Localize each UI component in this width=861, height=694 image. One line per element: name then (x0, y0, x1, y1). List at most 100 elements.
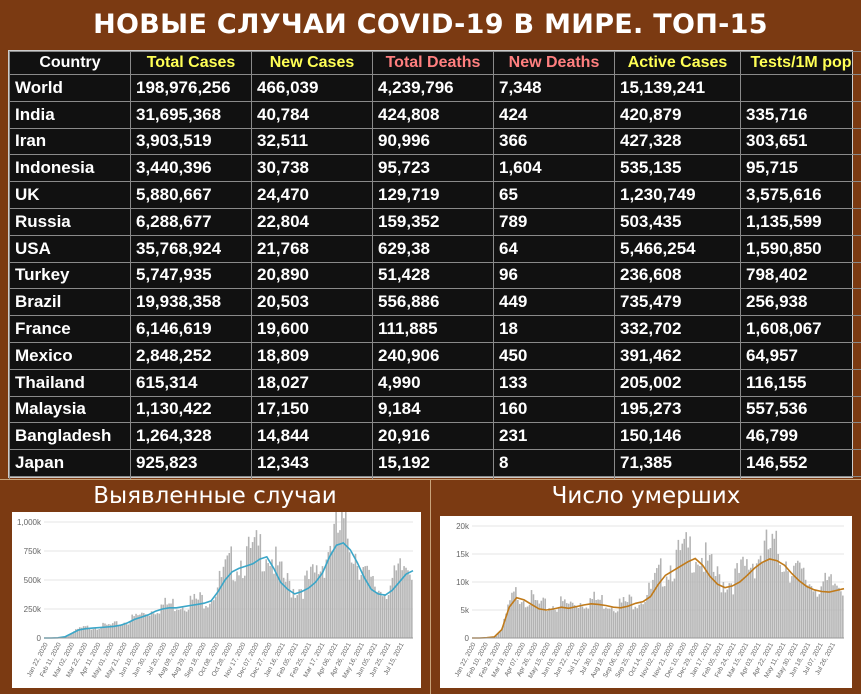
chart-bar (612, 611, 615, 638)
chart-bar (622, 597, 625, 638)
cell-new-deaths: 65 (493, 181, 615, 209)
chart-bar (78, 627, 81, 638)
chart-bar (236, 571, 238, 638)
chart-bar (773, 538, 776, 638)
chart-bar (791, 576, 793, 638)
chart-bar (501, 627, 503, 638)
stats-table-container: Country Total Cases New Cases Total Deat… (8, 50, 861, 504)
chart-bar (106, 624, 108, 638)
chart-bar (275, 546, 277, 638)
cell-tests-per-million: 1,590,850 (740, 234, 861, 263)
deaths-panel-label: Число умерших (431, 480, 861, 512)
chart-bar (144, 614, 147, 638)
chart-bar (714, 576, 717, 638)
cell-total-cases: 5,880,667 (130, 181, 252, 209)
y-tick-label: 750k (24, 547, 42, 556)
chart-bar (312, 564, 314, 638)
chart-bar (667, 579, 670, 638)
chart-bar (327, 552, 330, 638)
chart-bar (249, 547, 252, 638)
cell-active-cases: 150,146 (614, 422, 741, 451)
chart-bar (337, 532, 339, 638)
chart-bar (728, 583, 731, 638)
cell-country: Turkey (9, 261, 131, 290)
chart-bar (497, 633, 500, 638)
chart-bar (343, 518, 345, 638)
chart-bar (238, 575, 240, 638)
chart-bar (646, 595, 648, 638)
chart-bar (509, 600, 511, 638)
header-new-cases: New Cases (251, 51, 373, 75)
chart-bar (288, 580, 291, 638)
chart-bar (158, 613, 161, 638)
table-row: Iran 3,903,519 32,511 90,996 366 427,328 303,6… (9, 127, 861, 156)
cell-active-cases: 535,135 (614, 154, 741, 183)
chart-bar (748, 569, 750, 638)
chart-bar (372, 575, 374, 638)
chart-bar (579, 603, 582, 638)
chart-bar (652, 579, 654, 638)
chart-bar (530, 590, 533, 638)
chart-bar (280, 561, 283, 638)
chart-bar (767, 549, 770, 638)
chart-bar (550, 609, 552, 638)
chart-bar (362, 567, 365, 638)
cell-new-cases: 22,804 (251, 207, 373, 236)
chart-bar (185, 611, 188, 638)
cell-new-cases: 19,600 (251, 315, 373, 343)
chart-bar (160, 604, 163, 638)
cell-active-cases: 332,702 (614, 315, 741, 343)
chart-bar (571, 602, 574, 638)
cell-new-deaths: 424 (493, 100, 615, 129)
chart-bar (69, 634, 71, 638)
chart-bar (407, 570, 409, 638)
cell-country: Brazil (9, 288, 131, 317)
chart-bar (234, 581, 236, 638)
chart-bar (632, 609, 635, 638)
chart-bar (558, 606, 560, 638)
chart-bar (255, 530, 258, 638)
chart-bar (669, 565, 672, 638)
chart-bar (671, 581, 674, 638)
chart-bar (736, 563, 738, 638)
chart-bar (207, 607, 209, 638)
chart-bar (187, 609, 190, 638)
chart-bar (552, 606, 554, 638)
chart-bar (96, 629, 98, 638)
chart-bar (271, 559, 273, 638)
table-row: Turkey 5,747,935 20,890 51,428 96 236,608 798,… (9, 261, 861, 290)
chart-bar (90, 629, 93, 638)
chart-bar (834, 583, 836, 638)
cell-active-cases: 15,139,241 (614, 74, 741, 102)
header-country: Country (9, 51, 131, 75)
cell-total-cases: 3,903,519 (130, 127, 252, 156)
chart-bar (75, 629, 77, 638)
chart-bar (73, 631, 75, 638)
cell-new-deaths: 160 (493, 395, 615, 424)
cell-country: India (9, 100, 131, 129)
header-new-deaths: New Deaths (493, 51, 615, 75)
cell-tests-per-million: 1,135,599 (740, 207, 861, 236)
table-row: France 6,146,619 19,600 111,885 18 332,702 1,6… (9, 315, 861, 343)
chart-bar (201, 594, 203, 638)
y-tick-label: 250k (24, 605, 42, 614)
cell-total-deaths: 556,886 (372, 288, 494, 317)
table-row: Russia 6,288,677 22,804 159,352 789 503,435 1,… (9, 207, 861, 236)
chart-bar (744, 565, 746, 638)
chart-bar (840, 591, 842, 638)
chart-bar (181, 607, 184, 638)
chart-bar (532, 594, 535, 638)
cell-country: France (9, 315, 131, 343)
chart-bar (802, 567, 805, 638)
chart-bar (230, 546, 232, 638)
chart-bar (620, 602, 623, 638)
chart-bar (374, 586, 376, 638)
chart-bar (269, 565, 271, 638)
chart-bar (80, 627, 83, 638)
chart-bar (703, 571, 705, 638)
chart-bar (499, 631, 501, 638)
cell-country: Japan (9, 449, 131, 477)
chart-bar (661, 586, 664, 638)
